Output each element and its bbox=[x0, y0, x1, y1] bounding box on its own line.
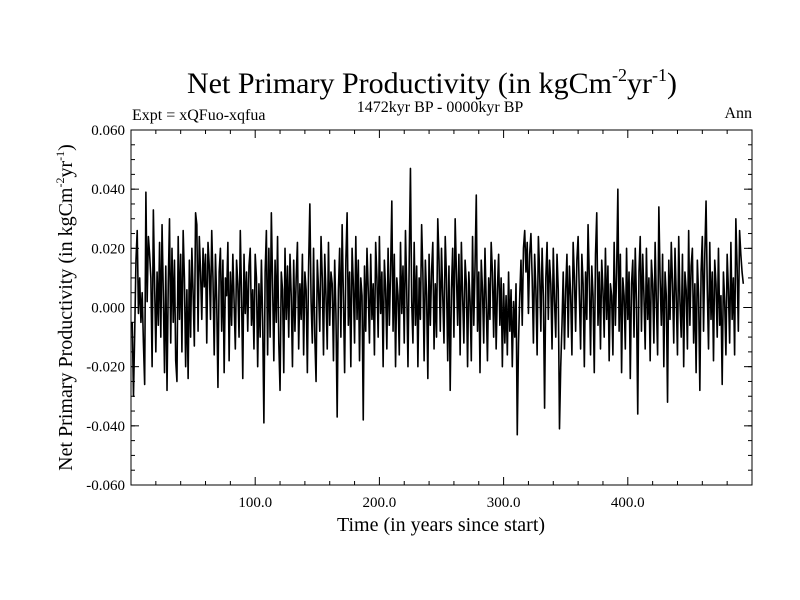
y-tick-label: -0.040 bbox=[86, 419, 125, 435]
x-tick-label: 400.0 bbox=[611, 495, 645, 511]
y-tick-label: 0.060 bbox=[91, 123, 125, 139]
x-axis-label: Time (in years since start) bbox=[337, 514, 545, 536]
series-group bbox=[131, 167, 745, 436]
experiment-label: Expt = xQFuo-xqfua bbox=[132, 107, 265, 124]
y-tick-labels: 0.060 0.040 0.020 0.000 -0.020 -0.040 -0.060 bbox=[86, 123, 125, 494]
y-axis-label: Net Primary Productivity (in kgCm-2yr-1) bbox=[53, 144, 77, 471]
series-line bbox=[131, 167, 745, 436]
y-tick-label: 0.040 bbox=[91, 182, 125, 198]
period-label: 1472kyr BP - 0000kyr BP bbox=[357, 99, 524, 116]
x-tick-label: 200.0 bbox=[363, 495, 397, 511]
y-tick-label: 0.000 bbox=[91, 301, 125, 317]
y-tick-label: 0.020 bbox=[91, 241, 125, 257]
y-tick-label: -0.020 bbox=[86, 360, 125, 376]
y-tick-label: -0.060 bbox=[86, 478, 125, 494]
season-label: Ann bbox=[724, 105, 752, 122]
x-tick-label: 100.0 bbox=[238, 495, 272, 511]
x-tick-label: 300.0 bbox=[487, 495, 521, 511]
x-tick-labels: 100.0 200.0 300.0 400.0 bbox=[238, 495, 644, 511]
chart-title: Net Primary Productivity (in kgCm-2yr-1) bbox=[187, 65, 677, 100]
